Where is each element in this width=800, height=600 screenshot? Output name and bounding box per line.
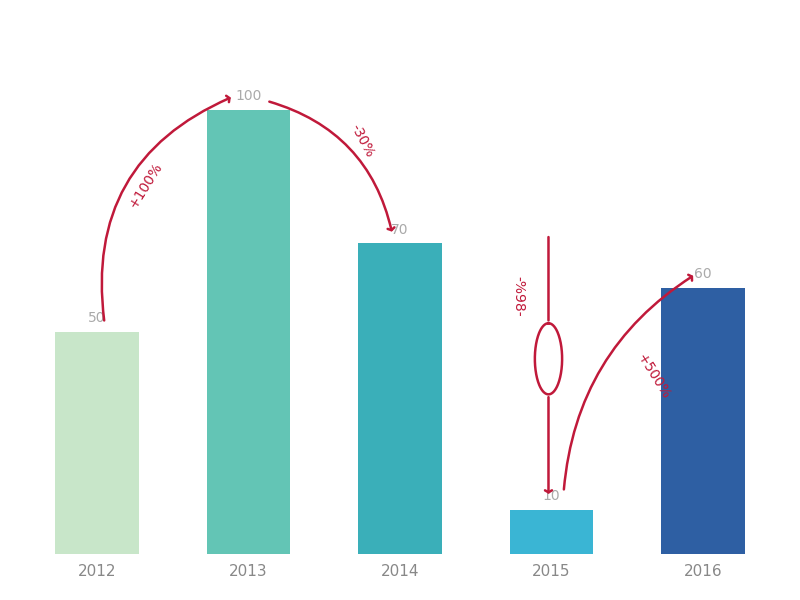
Bar: [510, 510, 593, 554]
Bar: [207, 110, 290, 554]
Text: 10: 10: [542, 490, 560, 503]
Text: 70: 70: [391, 223, 409, 236]
Text: 100: 100: [235, 89, 262, 103]
Text: +500%: +500%: [634, 351, 673, 402]
Bar: [662, 287, 745, 554]
Bar: [358, 243, 442, 554]
Bar: [55, 332, 138, 554]
Text: +100%: +100%: [126, 160, 165, 211]
Text: 60: 60: [694, 267, 712, 281]
Text: 50: 50: [88, 311, 106, 325]
Text: -%98-: -%98-: [511, 276, 525, 317]
Text: -30%: -30%: [348, 122, 377, 160]
